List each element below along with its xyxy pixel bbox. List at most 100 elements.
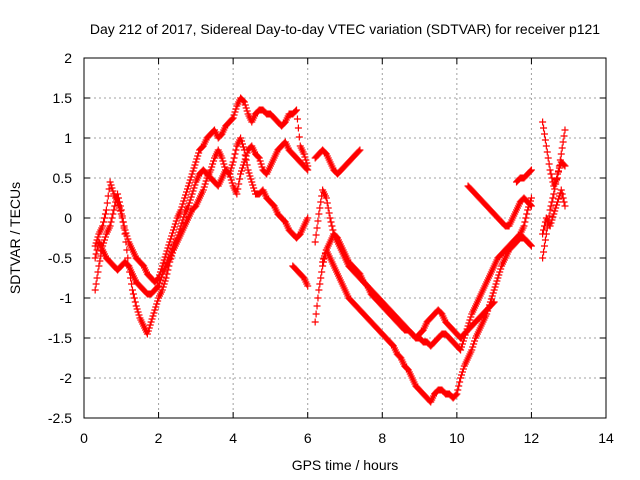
- data-point: [493, 277, 501, 285]
- data-point: [468, 346, 476, 354]
- data-point: [520, 222, 528, 230]
- data-point: [554, 195, 562, 203]
- data-point: [128, 280, 136, 288]
- data-point: [207, 166, 215, 174]
- grid-lines: [84, 58, 606, 418]
- data-point: [147, 318, 155, 326]
- data-point: [238, 164, 246, 172]
- data-point: [183, 185, 191, 193]
- data-point: [304, 214, 312, 222]
- y-axis-label: SDTVAR / TECUs: [7, 182, 23, 294]
- data-point: [106, 178, 114, 186]
- data-point: [301, 153, 309, 161]
- data-point: [553, 201, 561, 209]
- data-point: [559, 194, 567, 202]
- data-point: [227, 164, 235, 172]
- data-point: [130, 294, 138, 302]
- chart-title: Day 212 of 2017, Sidereal Day-to-day VTE…: [90, 21, 600, 37]
- x-tick-label: 2: [155, 430, 163, 446]
- data-point: [232, 105, 240, 113]
- data-point: [119, 218, 127, 226]
- data-point: [311, 238, 319, 246]
- data-point: [521, 218, 529, 226]
- data-point: [560, 161, 568, 169]
- data-point: [489, 299, 497, 307]
- data-point: [293, 106, 301, 114]
- data-point: [554, 198, 562, 206]
- data-point: [230, 111, 238, 119]
- data-point: [179, 200, 187, 208]
- x-tick-label: 6: [304, 430, 312, 446]
- data-point: [302, 156, 310, 164]
- data-point: [540, 226, 548, 234]
- data-point: [311, 318, 319, 326]
- data-point: [244, 166, 252, 174]
- data-point: [239, 143, 247, 151]
- data-point: [458, 343, 466, 351]
- data-point: [257, 160, 265, 168]
- data-point: [135, 311, 143, 319]
- data-point: [455, 382, 463, 390]
- data-point: [191, 161, 199, 169]
- y-tick-label: 0: [64, 210, 72, 226]
- data-point: [181, 194, 189, 202]
- data-point: [553, 175, 561, 183]
- data-point: [454, 386, 462, 394]
- data-point: [235, 180, 243, 188]
- data-point: [110, 206, 118, 214]
- data-point: [226, 173, 234, 181]
- data-point: [456, 378, 464, 386]
- data-point: [99, 222, 107, 230]
- data-markers: [91, 94, 569, 406]
- data-point: [224, 169, 232, 177]
- data-point: [319, 258, 327, 266]
- data-point: [228, 115, 236, 123]
- data-point: [118, 212, 126, 220]
- data-point: [115, 198, 123, 206]
- data-point: [122, 229, 130, 237]
- data-point: [250, 184, 258, 192]
- data-point: [189, 167, 197, 175]
- data-point: [194, 152, 202, 160]
- data-point: [101, 233, 109, 241]
- data-point: [154, 297, 162, 305]
- data-point: [175, 228, 183, 236]
- data-point: [114, 194, 122, 202]
- data-point: [238, 140, 246, 148]
- data-point: [228, 179, 236, 187]
- data-point: [313, 224, 321, 232]
- data-point: [539, 230, 547, 238]
- x-tick-label: 0: [80, 430, 88, 446]
- data-point: [190, 164, 198, 172]
- data-point: [523, 210, 531, 218]
- data-point: [218, 154, 226, 162]
- data-point: [180, 197, 188, 205]
- data-point: [490, 298, 498, 306]
- data-point: [526, 201, 534, 209]
- data-point: [91, 254, 99, 262]
- data-point: [314, 217, 322, 225]
- data-point: [495, 271, 503, 279]
- data-point: [249, 181, 257, 189]
- data-point: [169, 229, 177, 237]
- data-point: [166, 254, 174, 262]
- data-point: [452, 391, 460, 399]
- data-point: [320, 252, 328, 260]
- data-point: [199, 186, 207, 194]
- data-point: [527, 202, 535, 210]
- data-point: [322, 194, 330, 202]
- data-point: [238, 167, 246, 175]
- data-point: [242, 152, 250, 160]
- data-point: [228, 161, 236, 169]
- data-point: [108, 184, 116, 192]
- data-point: [161, 277, 169, 285]
- data-point: [547, 170, 555, 178]
- data-point: [108, 214, 116, 222]
- data-point: [540, 248, 548, 256]
- y-tick-label: -1.5: [48, 330, 72, 346]
- data-point: [466, 316, 474, 324]
- data-point: [162, 250, 170, 258]
- data-point: [315, 210, 323, 218]
- y-tick-label: -1: [60, 290, 73, 306]
- data-point: [190, 184, 198, 192]
